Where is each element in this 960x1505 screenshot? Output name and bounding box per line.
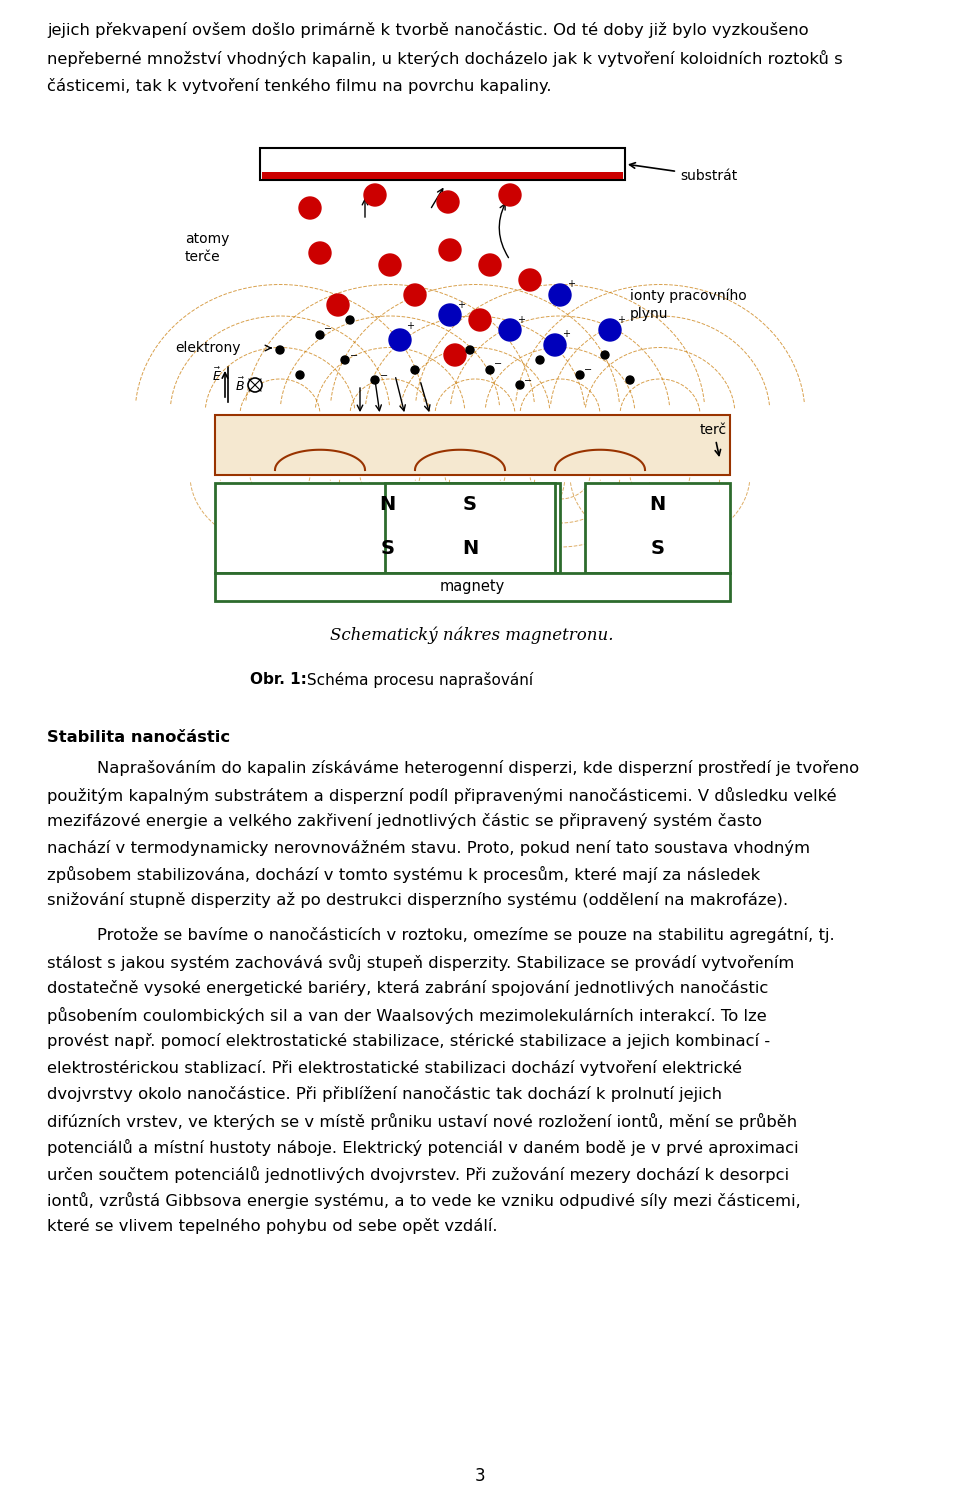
Text: atomy
terče: atomy terče (185, 232, 229, 265)
Text: Obr. 1:: Obr. 1: (250, 673, 307, 686)
Circle shape (536, 357, 544, 364)
Text: +: + (517, 315, 525, 325)
Text: Schematický nákres magnetronu.: Schematický nákres magnetronu. (330, 626, 613, 644)
Circle shape (544, 334, 566, 357)
Text: určen součtem potenciálů jednotlivých dvojvrstev. Při zužování mezery dochází k : určen součtem potenciálů jednotlivých dv… (47, 1165, 789, 1183)
Text: N: N (462, 539, 478, 557)
Text: ionty pracovního
plynu: ionty pracovního plynu (630, 289, 747, 322)
Text: dostatečně vysoké energetické bariéry, která zabrání spojování jednotlivých nano: dostatečně vysoké energetické bariéry, k… (47, 980, 768, 996)
Text: potenciálů a místní hustoty náboje. Elektrický potenciál v daném bodě je v prvé : potenciálů a místní hustoty náboje. Elek… (47, 1139, 799, 1156)
Text: iontů, vzrůstá Gibbsova energie systému, a to vede ke vzniku odpudivé síly mezi : iontů, vzrůstá Gibbsova energie systému,… (47, 1192, 801, 1209)
Circle shape (486, 366, 494, 375)
Circle shape (379, 254, 401, 275)
Bar (215, 483, 560, 573)
Bar (262, 172, 623, 179)
Text: +: + (567, 278, 575, 289)
Circle shape (371, 376, 379, 384)
Text: stálost s jakou systém zachovává svůj stupeň disperzity. Stabilizace se provádí : stálost s jakou systém zachovává svůj st… (47, 954, 794, 971)
Text: S: S (380, 539, 395, 557)
Circle shape (576, 372, 584, 379)
Text: +: + (406, 321, 414, 331)
Text: Schéma procesu naprašování: Schéma procesu naprašování (302, 673, 533, 688)
Circle shape (626, 376, 634, 384)
Circle shape (411, 366, 419, 375)
Circle shape (437, 191, 459, 214)
Text: substrát: substrát (630, 163, 737, 184)
Circle shape (389, 330, 411, 351)
Text: způsobem stabilizována, dochází v tomto systému k procesům, které mají za násled: způsobem stabilizována, dochází v tomto … (47, 865, 760, 883)
Text: použitým kapalným substrátem a disperzní podíl připravenými nanočásticemi. V důs: použitým kapalným substrátem a disperzní… (47, 787, 836, 804)
Text: N: N (649, 495, 665, 515)
Circle shape (346, 316, 354, 324)
Circle shape (309, 242, 331, 263)
Text: Naprašováním do kapalin získáváme heterogenní disperzi, kde disperzní prostředí : Naprašováním do kapalin získáváme hetero… (97, 760, 859, 777)
Text: mezifázové energie a velkého zakřivení jednotlivých částic se připravený systém : mezifázové energie a velkého zakřivení j… (47, 813, 762, 829)
Text: nepřeberné množství vhodných kapalin, u kterých docházelo jak k vytvoření koloid: nepřeberné množství vhodných kapalin, u … (47, 50, 843, 68)
Text: S: S (651, 539, 664, 557)
Circle shape (601, 351, 609, 360)
Text: N: N (379, 495, 396, 515)
Text: magnety: magnety (440, 579, 505, 594)
Circle shape (519, 269, 541, 290)
Text: které se vlivem tepelného pohybu od sebe opět vzdálí.: které se vlivem tepelného pohybu od sebe… (47, 1219, 497, 1234)
Circle shape (341, 357, 349, 364)
Text: −: − (584, 366, 592, 375)
Text: +: + (562, 330, 570, 339)
Text: Stabilita nanočástic: Stabilita nanočástic (47, 730, 230, 745)
Text: 3: 3 (474, 1467, 486, 1485)
Text: −: − (524, 376, 532, 385)
Circle shape (549, 284, 571, 306)
Text: částicemi, tak k vytvoření tenkého filmu na povrchu kapaliny.: částicemi, tak k vytvoření tenkého filmu… (47, 78, 551, 93)
Bar (585, 483, 730, 573)
Circle shape (404, 284, 426, 306)
Text: +: + (617, 315, 625, 325)
Circle shape (296, 372, 304, 379)
Text: S: S (463, 495, 477, 515)
Text: −: − (350, 351, 358, 361)
Circle shape (499, 319, 521, 342)
Text: difúzních vrstev, ve kterých se v místě průniku ustaví nové rozložení iontů, měn: difúzních vrstev, ve kterých se v místě … (47, 1112, 797, 1130)
Text: +: + (457, 299, 465, 310)
Text: nachází v termodynamicky nerovnovážném stavu. Proto, pokud není tato soustava vh: nachází v termodynamicky nerovnovážném s… (47, 840, 810, 855)
Circle shape (248, 378, 262, 391)
Circle shape (499, 184, 521, 206)
Text: −: − (380, 372, 388, 381)
Text: −: − (324, 324, 332, 334)
Circle shape (444, 345, 466, 366)
Circle shape (516, 381, 524, 388)
Circle shape (316, 331, 324, 339)
Text: snižování stupně disperzity až po destrukci disperzního systému (oddělení na mak: snižování stupně disperzity až po destru… (47, 892, 788, 909)
Text: působením coulombických sil a van der Waalsových mezimolekulárních interakcí. To: působením coulombických sil a van der Wa… (47, 1007, 767, 1023)
Circle shape (299, 197, 321, 220)
Text: provést např. pomocí elektrostatické stabilizace, stérické stabilizace a jejich : provést např. pomocí elektrostatické sta… (47, 1032, 770, 1049)
Text: elektrostérickou stablizací. Při elektrostatické stabilizaci dochází vytvoření e: elektrostérickou stablizací. Při elektro… (47, 1060, 742, 1076)
Text: −: − (494, 360, 502, 369)
Text: elektrony: elektrony (175, 342, 241, 355)
Bar (215, 415, 730, 476)
Circle shape (439, 304, 461, 327)
Circle shape (466, 346, 474, 354)
Circle shape (364, 184, 386, 206)
Bar (385, 483, 555, 573)
Circle shape (469, 309, 491, 331)
Text: Protože se bavíme o nanočásticích v roztoku, omezíme se pouze na stabilitu agreg: Protože se bavíme o nanočásticích v rozt… (97, 927, 834, 944)
Circle shape (439, 239, 461, 260)
Bar (215, 573, 730, 600)
Text: terč: terč (700, 423, 727, 456)
Text: jejich překvapení ovšem došlo primárně k tvorbě nanočástic. Od té doby již bylo : jejich překvapení ovšem došlo primárně k… (47, 23, 808, 38)
Circle shape (599, 319, 621, 342)
Circle shape (479, 254, 501, 275)
Text: $\vec{E}$: $\vec{E}$ (212, 366, 222, 384)
Circle shape (276, 346, 284, 354)
Text: dvojvrstvy okolo nanočástice. Při přiblížení nanočástic tak dochází k prolnutí j: dvojvrstvy okolo nanočástice. Při přiblí… (47, 1087, 722, 1102)
Text: $\vec{B}$: $\vec{B}$ (235, 376, 245, 394)
Circle shape (327, 293, 349, 316)
Bar (260, 147, 625, 181)
